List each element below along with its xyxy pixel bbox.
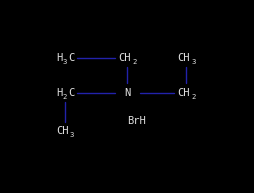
- Text: CH: CH: [177, 53, 189, 63]
- Text: 3: 3: [62, 59, 67, 65]
- Text: N: N: [124, 88, 130, 98]
- Text: 3: 3: [70, 132, 74, 139]
- Text: BrH: BrH: [126, 116, 145, 126]
- Text: C: C: [68, 53, 74, 63]
- Text: 3: 3: [190, 59, 195, 65]
- Text: C: C: [68, 88, 74, 98]
- Text: H: H: [56, 88, 62, 98]
- Text: H: H: [56, 53, 62, 63]
- Text: CH: CH: [177, 88, 189, 98]
- Text: 2: 2: [132, 59, 136, 65]
- Text: CH: CH: [56, 126, 69, 136]
- Text: 2: 2: [62, 94, 67, 100]
- Text: 2: 2: [190, 94, 195, 100]
- Text: CH: CH: [118, 53, 131, 63]
